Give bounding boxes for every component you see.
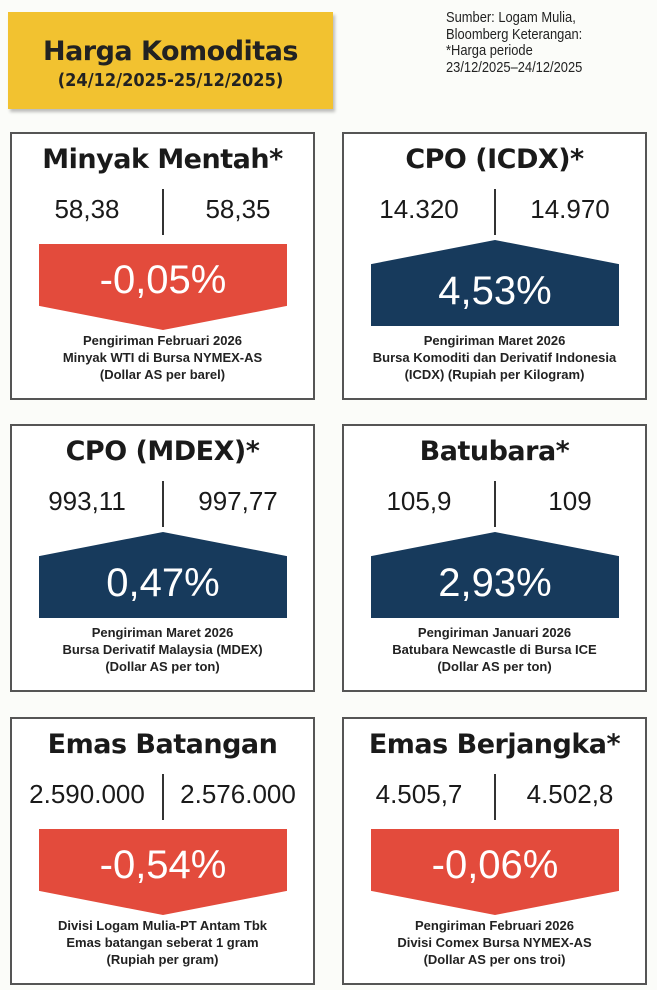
change-percent: 4,53% <box>438 268 552 313</box>
page-title: Harga Komoditas <box>42 36 299 67</box>
divider <box>494 774 496 820</box>
change-percent: 0,47% <box>106 560 220 605</box>
description-line: Pengiriman Maret 2026 <box>423 333 566 348</box>
previous-price: 105,9 <box>386 486 452 516</box>
commodity-title: Emas Batangan <box>47 729 278 760</box>
commodity-card: CPO (MDEX)* 993,11 997,77 0,47% Pengiriman M… <box>10 424 315 692</box>
divider <box>162 481 164 527</box>
description-line: Bursa Derivatif Malaysia (MDEX) <box>62 642 263 657</box>
current-price: 997,77 <box>198 486 278 516</box>
previous-price: 2.590.000 <box>29 779 145 809</box>
description-line: (Rupiah per gram) <box>106 952 219 967</box>
previous-price: 993,11 <box>48 486 126 516</box>
description-line: Minyak WTI di Bursa NYMEX-AS <box>62 350 263 365</box>
source-note: Sumber: Logam Mulia, Bloomberg Keteranga… <box>446 9 644 76</box>
change-percent: 2,93% <box>438 560 552 605</box>
commodity-title: Emas Berjangka* <box>368 729 621 760</box>
description: Pengiriman Maret 2026 Bursa Komoditi dan … <box>344 332 645 383</box>
change-down-arrow-badge: -0,05% <box>39 244 287 330</box>
previous-price: 58,38 <box>54 194 120 224</box>
change-up-arrow-badge: 4,53% <box>371 240 619 326</box>
description-line: Pengiriman Februari 2026 <box>415 918 574 933</box>
change-up-arrow-badge: 0,47% <box>39 532 287 618</box>
header-box: Harga Komoditas (24/12/2025-25/12/2025) <box>8 12 333 109</box>
source-line: Sumber: Logam Mulia, <box>446 9 576 26</box>
description: Pengiriman Februari 2026 Minyak WTI di Bu… <box>12 332 313 383</box>
divider <box>162 189 164 235</box>
description-line: (Dollar AS per barel) <box>99 367 226 382</box>
previous-price: 14.320 <box>379 194 459 224</box>
commodity-card: Minyak Mentah* 58,38 58,35 -0,05% Pengiriman… <box>10 132 315 400</box>
source-line: 23/12/2025–24/12/2025 <box>446 58 583 76</box>
description: Pengiriman Maret 2026 Bursa Derivatif Mal… <box>12 624 313 675</box>
description-line: Pengiriman Februari 2026 <box>83 333 242 348</box>
commodity-title: CPO (ICDX)* <box>405 144 584 175</box>
commodity-title: Minyak Mentah* <box>42 144 283 175</box>
current-price: 2.576.000 <box>180 779 296 809</box>
commodity-title: Batubara* <box>419 436 570 467</box>
change-down-arrow-badge: -0,54% <box>39 829 287 915</box>
description: Divisi Logam Mulia-PT Antam Tbk Emas bata… <box>12 917 313 968</box>
change-up-arrow-badge: 2,93% <box>371 532 619 618</box>
change-down-arrow-badge: -0,06% <box>371 829 619 915</box>
commodity-title: CPO (MDEX)* <box>65 436 260 467</box>
description-line: Pengiriman Januari 2026 <box>417 625 572 640</box>
current-price: 4.502,8 <box>526 779 614 809</box>
description-line: (ICDX) (Rupiah per Kilogram) <box>404 367 585 382</box>
date-range: (24/12/2025-25/12/2025) <box>57 70 284 91</box>
commodity-card: Batubara* 105,9 109 2,93% Pengiriman Januari… <box>342 424 647 692</box>
source-line: *Harga periode <box>446 42 533 59</box>
description-line: Divisi Logam Mulia-PT Antam Tbk <box>58 918 267 933</box>
description-line: Bursa Komoditi dan Derivatif Indonesia <box>372 350 617 365</box>
description-line: Pengiriman Maret 2026 <box>91 625 234 640</box>
description-line: Emas batangan seberat 1 gram <box>66 935 259 950</box>
description-line: (Dollar AS per ton) <box>437 659 552 674</box>
change-percent: -0,54% <box>99 842 227 887</box>
description-line: (Dollar AS per ton) <box>105 659 220 674</box>
description: Pengiriman Januari 2026 Batubara Newcastl… <box>344 624 645 675</box>
description: Pengiriman Februari 2026 Divisi Comex Bur… <box>344 917 645 968</box>
commodity-card: Emas Batangan 2.590.000 2.576.000 -0,54% Div… <box>10 717 315 985</box>
commodity-card: CPO (ICDX)* 14.320 14.970 4,53% Pengiriman M… <box>342 132 647 400</box>
divider <box>494 481 496 527</box>
change-percent: -0,06% <box>431 842 559 887</box>
current-price: 58,35 <box>205 194 271 224</box>
commodity-card: Emas Berjangka* 4.505,7 4.502,8 -0,06% Pengi… <box>342 717 647 985</box>
change-percent: -0,05% <box>99 257 227 302</box>
description-line: (Dollar AS per ons troi) <box>423 952 566 967</box>
description-line: Divisi Comex Bursa NYMEX-AS <box>397 935 592 950</box>
previous-price: 4.505,7 <box>375 779 463 809</box>
current-price: 14.970 <box>530 194 610 224</box>
divider <box>162 774 164 820</box>
divider <box>494 189 496 235</box>
source-line: Bloomberg Keterangan: <box>446 25 583 43</box>
current-price: 109 <box>548 486 592 516</box>
description-line: Batubara Newcastle di Bursa ICE <box>392 642 597 657</box>
